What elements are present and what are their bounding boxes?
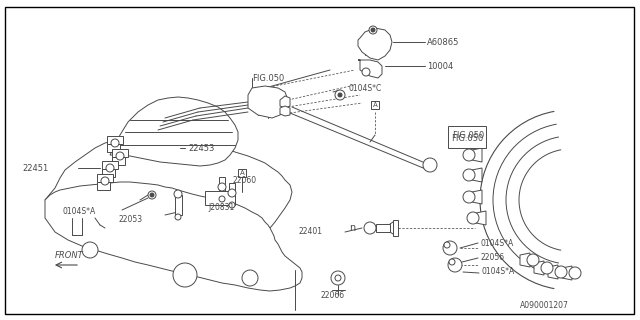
Text: A60865: A60865 — [427, 37, 460, 46]
Polygon shape — [107, 136, 123, 144]
Text: 22053: 22053 — [118, 215, 142, 225]
Circle shape — [229, 202, 235, 208]
Circle shape — [228, 189, 236, 197]
Text: J20831: J20831 — [208, 204, 234, 212]
Circle shape — [331, 271, 345, 285]
Circle shape — [369, 26, 377, 34]
Circle shape — [463, 149, 475, 161]
Text: A: A — [372, 102, 378, 108]
Text: 22056: 22056 — [480, 253, 504, 262]
Polygon shape — [97, 182, 110, 190]
Polygon shape — [107, 144, 120, 152]
Text: A090001207: A090001207 — [520, 300, 569, 309]
Text: FIG.050: FIG.050 — [452, 131, 484, 140]
Polygon shape — [229, 183, 235, 203]
Circle shape — [218, 183, 226, 191]
Polygon shape — [476, 211, 486, 225]
Circle shape — [101, 177, 109, 185]
Polygon shape — [562, 266, 572, 280]
Circle shape — [371, 28, 375, 32]
Circle shape — [175, 214, 181, 220]
Circle shape — [111, 139, 119, 147]
Polygon shape — [280, 106, 290, 116]
Polygon shape — [472, 148, 482, 162]
Polygon shape — [534, 261, 544, 275]
Text: 0104S*A: 0104S*A — [62, 207, 95, 217]
Polygon shape — [280, 96, 290, 108]
Text: FIG.050: FIG.050 — [451, 133, 483, 142]
Circle shape — [444, 242, 450, 248]
Circle shape — [242, 270, 258, 286]
Circle shape — [116, 152, 124, 160]
Polygon shape — [248, 86, 288, 118]
Text: 22401: 22401 — [298, 228, 322, 236]
Polygon shape — [472, 168, 482, 182]
Polygon shape — [110, 97, 238, 166]
Circle shape — [219, 196, 225, 202]
Text: 22066: 22066 — [320, 291, 344, 300]
Circle shape — [335, 90, 345, 100]
Circle shape — [467, 212, 479, 224]
Text: 0104S*C: 0104S*C — [348, 84, 381, 92]
Circle shape — [335, 275, 341, 281]
Polygon shape — [358, 60, 382, 78]
Polygon shape — [219, 177, 225, 197]
Circle shape — [541, 262, 553, 274]
Text: 22060: 22060 — [232, 175, 256, 185]
Text: 22453: 22453 — [188, 143, 214, 153]
Polygon shape — [97, 174, 113, 182]
Circle shape — [174, 190, 182, 198]
Circle shape — [82, 242, 98, 258]
Polygon shape — [102, 169, 115, 177]
Text: n: n — [349, 223, 355, 233]
Circle shape — [443, 241, 457, 255]
Text: A: A — [239, 170, 244, 176]
Text: FIG.050: FIG.050 — [252, 74, 284, 83]
Circle shape — [364, 222, 376, 234]
Circle shape — [338, 93, 342, 97]
Polygon shape — [376, 224, 390, 232]
Polygon shape — [520, 253, 530, 267]
Polygon shape — [393, 220, 398, 236]
Polygon shape — [358, 28, 392, 60]
Polygon shape — [112, 157, 125, 165]
Text: 0104S*A: 0104S*A — [480, 238, 513, 247]
Polygon shape — [112, 149, 128, 157]
Text: 0104S*A: 0104S*A — [481, 268, 515, 276]
Circle shape — [362, 68, 370, 76]
Circle shape — [569, 267, 581, 279]
Polygon shape — [102, 161, 118, 169]
Polygon shape — [548, 265, 558, 279]
Circle shape — [148, 191, 156, 199]
Circle shape — [555, 266, 567, 278]
Circle shape — [463, 191, 475, 203]
Polygon shape — [45, 182, 302, 291]
Circle shape — [448, 258, 462, 272]
Text: FRONT: FRONT — [55, 251, 84, 260]
Bar — [448, 126, 486, 148]
Bar — [205, 191, 235, 205]
Polygon shape — [45, 132, 292, 256]
Circle shape — [527, 254, 539, 266]
Circle shape — [463, 169, 475, 181]
Circle shape — [423, 158, 437, 172]
Circle shape — [150, 193, 154, 197]
Circle shape — [449, 259, 455, 265]
Polygon shape — [175, 195, 182, 215]
Circle shape — [106, 164, 114, 172]
Circle shape — [173, 263, 197, 287]
Text: 22451: 22451 — [22, 164, 48, 172]
Polygon shape — [472, 190, 482, 204]
Text: 10004: 10004 — [427, 61, 453, 70]
